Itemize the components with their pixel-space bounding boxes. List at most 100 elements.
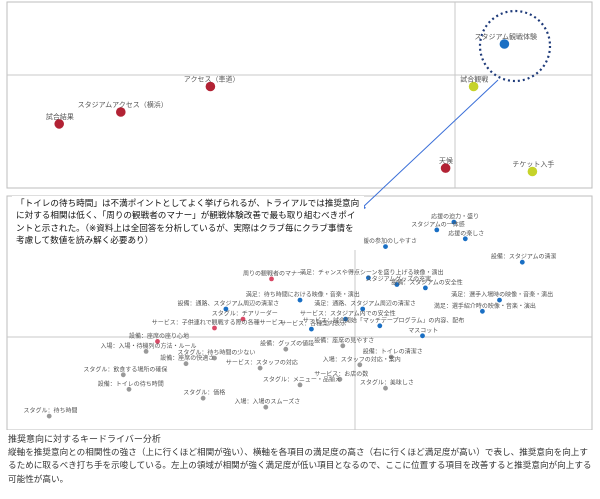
data-point-label: 設備：グッズの値段 xyxy=(260,340,314,348)
data-point xyxy=(212,325,217,331)
data-point-label: スタグル：メニュー・品揃え xyxy=(263,375,341,383)
data-point xyxy=(462,236,468,242)
data-point-label: 設備：トイレの清潔さ xyxy=(363,348,423,356)
data-point-label: 設備：通路、スタジアム周辺の清潔さ xyxy=(178,300,280,308)
data-point-label: アクセス（車道） xyxy=(184,75,240,84)
data-point xyxy=(360,306,366,312)
data-point xyxy=(309,326,314,332)
highlight-ring xyxy=(478,9,552,83)
data-point xyxy=(183,361,189,367)
data-point xyxy=(340,343,346,349)
data-point xyxy=(116,107,126,117)
data-point xyxy=(240,316,246,322)
bottom-series: 応援の迫力・盛りスタジアムの一体感応援の楽しさ応援の参加のしやすさ設備：スタジア… xyxy=(24,213,557,419)
data-point xyxy=(257,365,263,371)
callout-note: 「トイレの待ち時間」は不満ポイントとしてよく挙げられるが、トライアルでは推奨意向… xyxy=(12,196,364,250)
data-point-label: 入場：スタッフの対応・案内 xyxy=(323,355,401,363)
data-point-label: サービス：スタジアム内での安全性 xyxy=(300,310,396,318)
data-point-label: サービス：子供連れで観戦する際の各種サービス xyxy=(152,319,284,327)
data-point-label: 設備：座席の座り心地 xyxy=(129,332,189,340)
data-point xyxy=(212,355,217,361)
data-point-label: 設備：スタジアムの清潔 xyxy=(491,253,557,261)
data-point-label: スタグル：価格 xyxy=(183,389,225,397)
data-point-label: 満足：チャンスや得点シーンを盛り上げる映像・演出 xyxy=(300,268,444,276)
data-point-label: 設備：座席の見やすさ xyxy=(314,336,374,344)
data-point xyxy=(337,376,343,382)
data-point-label: 設備：座席の快適さ xyxy=(160,354,214,362)
data-point xyxy=(120,372,126,378)
data-point-label: 満足：選手紹介時の映像・音楽・演出 xyxy=(434,302,536,310)
data-point xyxy=(434,227,440,233)
data-point xyxy=(263,404,269,410)
data-point-label: スタジアム観戦体験 xyxy=(475,32,538,41)
data-point-label: サービス：試合開始「マッチデープログラム」の内容、配布 xyxy=(303,316,464,324)
data-point-label: サービス：スタッフの対応 xyxy=(226,359,298,367)
data-point xyxy=(200,395,206,401)
data-point-label: 満足：選手入場時の映像・音楽・演出 xyxy=(451,291,553,299)
data-point xyxy=(383,244,388,250)
data-point xyxy=(46,413,52,419)
data-point xyxy=(451,219,457,225)
data-point-label: 周りの観戦者のマナー xyxy=(243,269,303,277)
data-point-label: サービス：各種案内表示 xyxy=(280,320,346,328)
data-point-label: 入場：入場・待機列の方法・ルール xyxy=(101,342,197,350)
data-point xyxy=(205,81,216,92)
data-point xyxy=(468,81,479,92)
data-point xyxy=(383,385,388,391)
figure-caption: 推奨意向に対するキードライバー分析 縦軸を推奨意向との相関性の強さ（上に行くほど… xyxy=(8,434,596,487)
data-point xyxy=(388,354,394,360)
data-point xyxy=(440,163,451,173)
data-point xyxy=(357,362,363,368)
data-point xyxy=(283,346,289,352)
data-point xyxy=(497,297,502,303)
data-point-label: 応援の参加のしやすさ xyxy=(357,237,417,245)
caption-title: 推奨意向に対するキードライバー分析 xyxy=(8,435,161,445)
data-point-label: スタグル：待ち時間の少ない xyxy=(177,349,255,357)
caption-body: 縦軸を推奨意向との相関性の強さ（上に行くほど相関が強い）、横軸を各項目の満足度の… xyxy=(8,448,592,485)
data-point xyxy=(269,276,274,282)
data-point-label: スタジアムグッズの充実 xyxy=(366,275,432,283)
data-point-label: スタグル：飲食する場所の確保 xyxy=(83,365,167,373)
data-point xyxy=(377,323,383,329)
data-point-label: 試合観戦 xyxy=(460,75,488,84)
data-point xyxy=(54,119,64,129)
data-point-label: スタグル：待ち時間 xyxy=(24,407,78,415)
data-point-label: 満足：通路、スタジアム周辺の清潔さ xyxy=(314,300,416,308)
data-point-label: スタグル：美味しさ xyxy=(360,379,414,387)
data-point xyxy=(527,166,538,177)
data-point xyxy=(343,316,348,322)
data-point-label: マスコット xyxy=(408,327,438,334)
data-point-label: 満足：待ち時間における映像・音楽・演出 xyxy=(246,291,360,299)
data-point-label: 試合結果 xyxy=(46,112,74,121)
data-point-label: 入場：入場のスムーズさ xyxy=(235,398,301,406)
pointer-arrow-line xyxy=(361,79,499,209)
data-point xyxy=(499,39,510,49)
data-point-label: 応援の迫力・盛り xyxy=(431,213,479,221)
data-point xyxy=(223,306,229,312)
data-point-label: 設備：スタジアムの安全性 xyxy=(391,278,463,286)
data-point-label: サービス：お店の数 xyxy=(314,370,368,378)
data-point-label: スタグル：チアリーダー xyxy=(212,310,278,318)
data-point xyxy=(297,382,303,388)
data-point-label: 応援の楽しさ xyxy=(448,229,484,237)
data-point xyxy=(420,333,425,339)
data-point xyxy=(297,297,303,303)
data-point xyxy=(423,285,428,291)
top-panel-frame xyxy=(6,1,593,189)
data-point-label: スタジアムの一体感 xyxy=(411,220,465,228)
data-point xyxy=(519,259,525,265)
bottom-panel: 応援の迫力・盛りスタジアムの一体感応援の楽しさ応援の参加のしやすさ設備：スタジア… xyxy=(6,195,593,430)
data-point xyxy=(366,275,371,281)
data-point xyxy=(143,349,149,354)
data-point xyxy=(155,339,160,344)
data-point xyxy=(394,282,400,287)
callout-text: 「トイレの待ち時間」は不満ポイントとしてよく挙げられるが、トライアルでは推奨意向… xyxy=(16,199,360,247)
data-point xyxy=(480,308,485,314)
data-point xyxy=(126,386,132,392)
data-point-label: 天候 xyxy=(439,156,453,165)
data-point-label: チケット入手 xyxy=(512,160,554,169)
data-point-label: スタジアムアクセス（横浜） xyxy=(78,100,168,109)
